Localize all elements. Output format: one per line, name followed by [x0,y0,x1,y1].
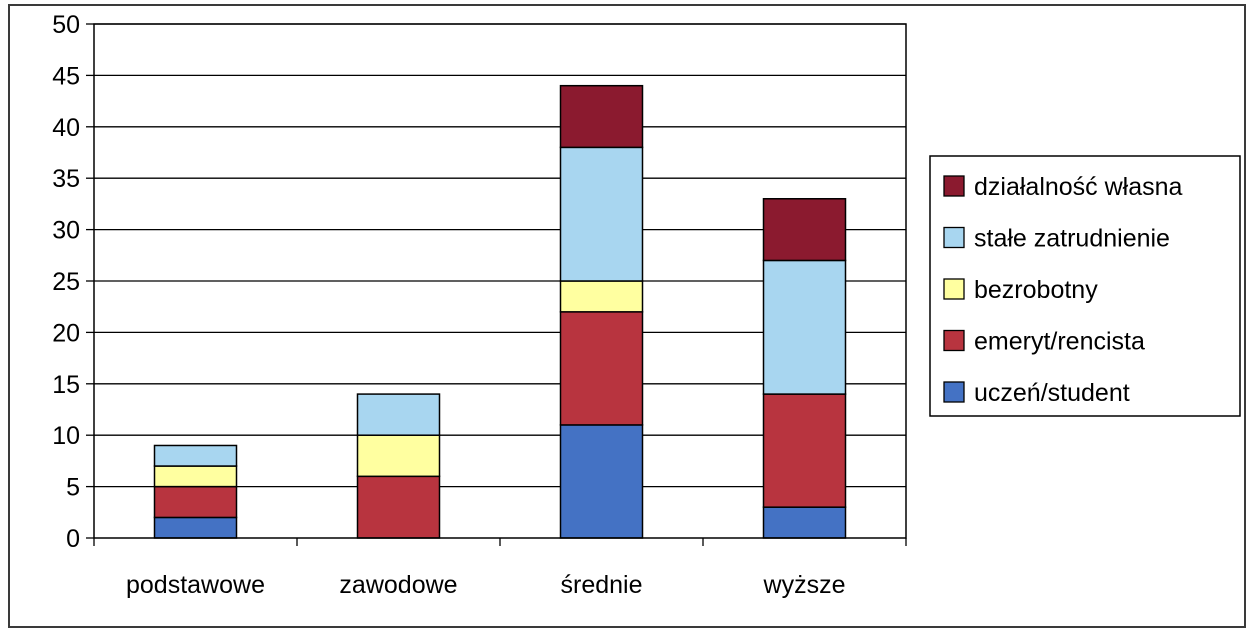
bar-segment [762,198,847,262]
stacked-bar-chart: 0 5 10 15 20 25 30 35 40 45 50 podstawowe zawodowe śr… [52,11,1241,599]
chart-frame: 0 5 10 15 20 25 30 35 40 45 50 podstawowe zawodowe śr… [8,4,1246,628]
axes: 0 5 10 15 20 25 30 35 40 45 50 podstawowe zawodowe śr… [52,11,907,599]
x-category-label: wyższe [763,571,846,599]
legend-label: stałe zatrudnienie [974,225,1170,253]
y-tick-label: 10 [52,422,80,450]
legend-label: bezrobotny [974,276,1098,304]
y-tick-label: 40 [52,114,80,142]
bars [153,84,847,539]
bar-segment [153,516,238,539]
legend-swatch [943,381,965,403]
bar-segment [153,485,238,519]
bar-segment [559,311,644,426]
y-tick-label: 20 [52,319,80,347]
legend-label: emeryt/rencista [974,328,1145,356]
bar-segment [762,259,847,395]
x-category-label: zawodowe [339,571,457,599]
legend-swatch [943,329,965,352]
legend-box [929,155,1241,417]
bar-segment [356,434,441,478]
bar-segment [153,465,238,488]
x-category-label: średnie [561,571,643,599]
legend-swatch [943,226,965,249]
y-tick-label: 50 [52,11,80,39]
y-tick-label: 5 [66,474,80,502]
legend-swatch [943,278,965,300]
y-tick-label: 35 [52,165,80,193]
y-tick-label: 25 [52,268,80,296]
bar-segment [559,84,644,149]
bar-segment [559,280,644,313]
legend-label: uczeń/student [974,379,1130,407]
bar-segment [762,506,847,539]
bar-segment [153,444,238,467]
bar-segment [356,393,441,436]
legend-label: działalność własna [974,173,1183,201]
legend: działalność własna stałe zatrudnienie bezr… [929,155,1241,417]
bar-segment [559,146,644,282]
y-tick-label: 45 [52,62,80,90]
y-tick-label: 0 [66,525,80,553]
bar-segment [762,393,847,508]
x-category-label: podstawowe [126,571,265,599]
bar-segment [356,475,441,539]
legend-swatch [943,175,965,197]
y-tick-label: 30 [52,217,80,245]
y-tick-label: 15 [52,371,80,399]
bar-segment [559,424,644,539]
